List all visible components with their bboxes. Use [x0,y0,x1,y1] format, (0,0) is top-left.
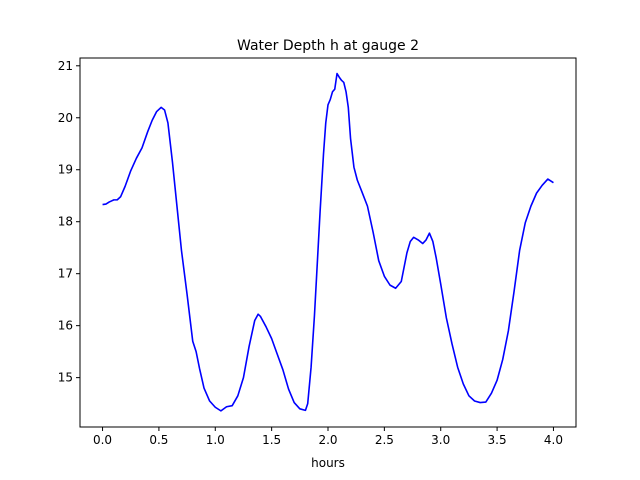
x-tick-label: 1.0 [206,433,225,447]
y-tick-label: 20 [58,111,73,125]
x-tick-label: 3.5 [488,433,507,447]
y-axis-ticks: 15 16 17 18 19 20 21 [58,59,80,385]
x-axis-ticks: 0.0 0.5 1.0 1.5 2.0 2.5 3.0 3.5 4.0 [93,427,563,447]
x-tick-label: 4.0 [544,433,563,447]
y-tick-label: 19 [58,163,73,177]
x-tick-label: 2.0 [318,433,337,447]
axes-frame [79,57,577,428]
x-tick-label: 0.0 [93,433,112,447]
chart-title: Water Depth h at gauge 2 [237,38,419,54]
series-line [102,72,554,412]
x-tick-label: 3.0 [431,433,450,447]
plot-area [102,72,554,412]
y-tick-label: 17 [58,267,73,281]
x-tick-label: 1.5 [262,433,281,447]
x-tick-label: 0.5 [149,433,168,447]
y-tick-label: 21 [58,59,73,73]
y-tick-label: 15 [58,371,73,385]
x-tick-label: 2.5 [375,433,394,447]
y-tick-label: 16 [58,319,73,333]
y-tick-label: 18 [58,215,73,229]
x-axis-label: hours [311,456,345,470]
